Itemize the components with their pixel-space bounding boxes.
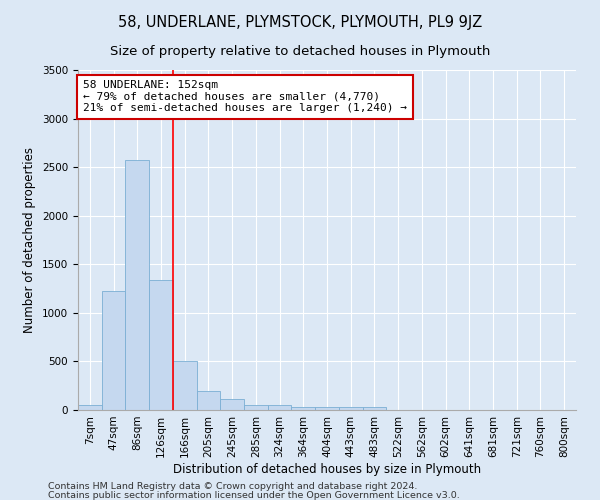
Text: Contains public sector information licensed under the Open Government Licence v3: Contains public sector information licen… xyxy=(48,490,460,500)
Bar xyxy=(339,407,362,410)
Bar xyxy=(125,160,149,410)
Text: 58, UNDERLANE, PLYMSTOCK, PLYMOUTH, PL9 9JZ: 58, UNDERLANE, PLYMSTOCK, PLYMOUTH, PL9 … xyxy=(118,15,482,30)
Bar xyxy=(149,280,173,410)
Bar xyxy=(292,407,315,410)
Bar xyxy=(173,362,197,410)
Bar xyxy=(78,405,102,410)
Bar xyxy=(268,405,292,410)
Text: Size of property relative to detached houses in Plymouth: Size of property relative to detached ho… xyxy=(110,45,490,58)
Y-axis label: Number of detached properties: Number of detached properties xyxy=(23,147,37,333)
Text: Contains HM Land Registry data © Crown copyright and database right 2024.: Contains HM Land Registry data © Crown c… xyxy=(48,482,418,491)
Bar xyxy=(220,400,244,410)
Text: 58 UNDERLANE: 152sqm
← 79% of detached houses are smaller (4,770)
21% of semi-de: 58 UNDERLANE: 152sqm ← 79% of detached h… xyxy=(83,80,407,114)
Bar xyxy=(102,290,125,410)
Bar xyxy=(197,390,220,410)
Bar xyxy=(244,405,268,410)
X-axis label: Distribution of detached houses by size in Plymouth: Distribution of detached houses by size … xyxy=(173,462,481,475)
Bar xyxy=(315,407,339,410)
Bar xyxy=(362,407,386,410)
